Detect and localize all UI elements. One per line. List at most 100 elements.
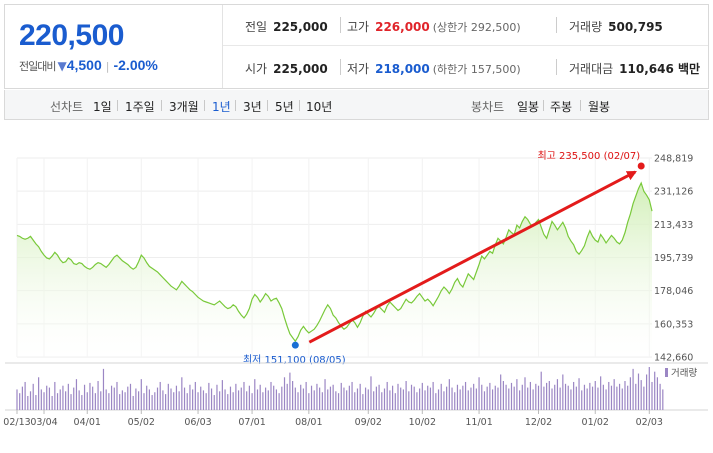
volume-bar	[451, 387, 453, 410]
prev-close-value: 225,000	[273, 20, 328, 34]
volume-bar	[478, 377, 480, 410]
y-axis: 248,819 231,126 213,433 195,739 178,046 160,3…	[654, 154, 693, 364]
volume-bar	[343, 387, 345, 410]
volume-bar	[273, 385, 275, 410]
volume-bar	[21, 386, 23, 410]
volume-bar	[248, 385, 250, 410]
period-3m[interactable]: 3개월	[169, 100, 199, 114]
volume-bar	[216, 384, 218, 410]
volume-bar	[497, 387, 499, 410]
volume-bar	[394, 393, 396, 410]
volume-bar	[632, 368, 634, 410]
volume-bar	[454, 392, 456, 410]
volume-bar	[308, 393, 310, 410]
volume-bar	[202, 390, 205, 410]
volume-bar	[78, 390, 80, 410]
volume-bar	[510, 382, 513, 410]
volume-bar	[113, 387, 115, 410]
volume-bar	[354, 392, 356, 410]
lower-limit: (하한가 157,500)	[432, 63, 521, 76]
price-line	[16, 181, 653, 343]
high-value: 226,000	[375, 20, 430, 34]
candle-weekly[interactable]: 주봉	[550, 100, 573, 114]
period-3y[interactable]: 3년	[243, 100, 262, 114]
volume-bar	[537, 385, 540, 410]
volume-bar	[616, 386, 618, 410]
volume-bar	[165, 394, 167, 410]
volume-bar	[521, 384, 523, 410]
volume-bar	[381, 392, 383, 410]
volume-bar	[119, 394, 121, 410]
volume-bar	[600, 376, 602, 410]
volume-bar	[75, 379, 78, 410]
volume-bar	[40, 389, 42, 410]
volume-bars	[16, 367, 664, 410]
divider	[543, 100, 544, 111]
open-label: 시가	[245, 62, 268, 76]
period-1w[interactable]: 1주일	[125, 100, 155, 114]
volume-bar	[224, 389, 226, 410]
volume-bar	[227, 394, 229, 410]
volume-bar	[505, 384, 507, 410]
amount-label: 거래대금	[569, 62, 614, 76]
volume-bar	[327, 389, 329, 410]
volume-bar	[51, 395, 53, 410]
open-value: 225,000	[273, 62, 328, 76]
x-tick-label: 11/01	[465, 417, 492, 428]
x-tick-label: 02/03	[636, 417, 663, 428]
divider	[556, 17, 557, 33]
volume-legend: 거래량	[671, 367, 697, 379]
volume-bar	[462, 385, 464, 410]
volume-bar	[583, 384, 586, 410]
volume-bar	[489, 382, 491, 410]
volume-bar	[143, 393, 145, 410]
x-tick-label: 02/13	[3, 417, 30, 428]
volume-bar	[656, 377, 658, 410]
x-tick-label: 06/03	[184, 417, 211, 428]
period-5y[interactable]: 5년	[275, 100, 294, 114]
volume-bar	[559, 387, 561, 410]
volume-bar	[516, 379, 518, 410]
volume-bar	[213, 395, 215, 410]
volume-bar	[205, 393, 207, 410]
amount-value: 110,646 백만	[619, 62, 701, 76]
volume-bar	[446, 386, 448, 410]
quote-summary: 220,500 전일대비 ▼4,500 | -2.00% 전일 225,000 고가 22…	[4, 4, 709, 89]
period-1y[interactable]: 1년	[212, 100, 231, 114]
x-tick-label: 09/02	[355, 417, 382, 428]
volume-bar	[197, 392, 199, 410]
period-1d[interactable]: 1일	[93, 100, 112, 114]
volume-stat: 거래량 500,795	[569, 18, 663, 35]
volume-bar	[640, 380, 642, 410]
volume-bar	[121, 390, 123, 410]
volume-bar	[573, 381, 575, 410]
volume-bar	[332, 384, 334, 410]
period-10y[interactable]: 10년	[306, 100, 333, 114]
volume-bar	[364, 387, 367, 410]
volume-bar	[235, 383, 237, 410]
volume-bar	[635, 383, 637, 410]
y-tick-label: 160,353	[654, 319, 693, 330]
volume-bar	[297, 392, 299, 410]
volume-bar	[56, 393, 59, 410]
volume-bar	[540, 371, 542, 410]
low-price: 저가 218,000 (하한가 157,500)	[347, 60, 521, 77]
volume-bar	[32, 383, 34, 410]
volume-bar	[27, 395, 29, 410]
volume-bar	[313, 390, 315, 410]
volume-bar	[59, 389, 61, 410]
candle-daily[interactable]: 일봉	[517, 100, 540, 114]
volume-bar	[105, 389, 107, 410]
volume-bar	[324, 379, 326, 410]
volume-bar	[359, 383, 361, 410]
volume-bar	[267, 390, 269, 410]
volume-bar	[278, 393, 280, 410]
volume-bar	[43, 392, 45, 410]
candle-monthly[interactable]: 월봉	[588, 100, 611, 114]
open-price: 시가 225,000	[245, 60, 328, 77]
volume-bar	[316, 383, 318, 410]
volume-bar	[470, 387, 472, 410]
prev-close-label: 전일	[245, 20, 268, 34]
volume-bar	[127, 386, 129, 410]
volume-bar	[302, 388, 305, 410]
